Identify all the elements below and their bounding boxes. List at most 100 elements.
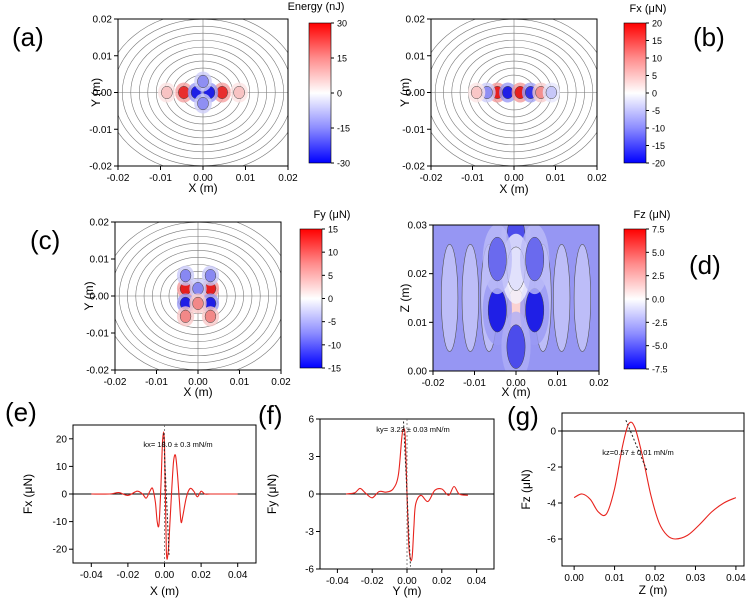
x-tick-label: -0.02 bbox=[361, 576, 384, 587]
heatmap-lobe bbox=[192, 282, 204, 296]
x-tick-label: 0.01 bbox=[230, 377, 250, 388]
panel-letter-b: (b) bbox=[693, 22, 725, 52]
heatmap-panel-d: -0.02 -0.01 0.00 0.01 0.020.030.020.010.00X … bbox=[398, 209, 671, 399]
y-tick-label: -0.01 bbox=[86, 329, 109, 340]
panel-letter-e: (e) bbox=[5, 397, 37, 427]
x-tick-label: 0.01 bbox=[546, 173, 566, 184]
heatmap-lobe bbox=[506, 324, 526, 369]
colorbar-title: Fz (μN) bbox=[634, 209, 671, 221]
y-tick-label: -6 bbox=[305, 565, 314, 576]
colorbar-tick-label: 7.5 bbox=[652, 225, 665, 235]
x-tick-label: -0.02 bbox=[104, 377, 127, 388]
panel-letter-a: (a) bbox=[12, 22, 44, 52]
colorbar bbox=[623, 22, 647, 164]
plot-frame bbox=[561, 412, 745, 567]
x-tick-label: -0.02 bbox=[107, 173, 130, 184]
y-axis-label: Y (m) bbox=[82, 281, 96, 310]
x-axis-label: X (m) bbox=[183, 385, 212, 399]
contour-column bbox=[441, 244, 459, 352]
x-tick-label: 0.00 bbox=[193, 173, 213, 184]
x-tick-label: 0.00 bbox=[155, 570, 175, 581]
y-tick-label: -20 bbox=[53, 545, 68, 556]
y-tick-label: -6 bbox=[547, 535, 556, 546]
y-tick-label: 20 bbox=[56, 434, 68, 445]
plot-area bbox=[73, 425, 256, 563]
y-tick-label: -3 bbox=[305, 527, 314, 538]
x-tick-label: 0.00 bbox=[504, 173, 524, 184]
x-tick-label: 0.04 bbox=[467, 576, 487, 587]
x-axis-label: Z (m) bbox=[639, 583, 668, 597]
x-tick-label: -0.02 bbox=[117, 570, 140, 581]
y-tick-label: 0.00 bbox=[90, 292, 110, 303]
y-tick-label: -10 bbox=[53, 517, 68, 528]
y-tick-label: -0.02 bbox=[86, 366, 109, 377]
heatmap-lobe bbox=[179, 269, 192, 283]
panel-letter-f: (f) bbox=[258, 400, 283, 430]
plot-area bbox=[562, 420, 744, 540]
heatmap-lobe bbox=[204, 309, 217, 323]
colorbar-tick-label: -15 bbox=[652, 141, 665, 151]
line-panel-g: 0.00 0.01 0.02 0.03 0.04 0 -2 -4 -6 Z (m) Fz (μN) k… bbox=[519, 412, 746, 597]
colorbar-tick-label: 0 bbox=[328, 294, 333, 304]
x-tick-label: 0.02 bbox=[191, 570, 211, 581]
line-panel-f: -0.04 -0.02 0.00 0.02 0.04 6 3 0 -3 -6 Y (m) Fy (μN… bbox=[265, 415, 495, 598]
colorbar-tick-label: 10 bbox=[652, 54, 662, 64]
panel-letter-c: (c) bbox=[30, 225, 60, 255]
y-tick-label: -4 bbox=[547, 499, 556, 510]
x-tick-label: 0.00 bbox=[188, 377, 208, 388]
x-tick-label: -0.01 bbox=[461, 173, 484, 184]
plot-area bbox=[320, 419, 494, 569]
x-tick-label: 0.00 bbox=[564, 573, 584, 584]
x-axis-label: X (m) bbox=[188, 181, 217, 195]
heatmap-lobe bbox=[178, 86, 190, 99]
y-tick-label: -0.02 bbox=[402, 162, 425, 173]
colorbar bbox=[299, 228, 323, 369]
colorbar-tick-label: -10 bbox=[652, 124, 665, 134]
x-tick-label: 0.02 bbox=[432, 576, 452, 587]
heatmap-lobe bbox=[216, 86, 228, 99]
y-axis-label: Y (m) bbox=[89, 78, 103, 107]
y-tick-label: -0.01 bbox=[89, 125, 112, 136]
colorbar-tick-label: 15 bbox=[328, 225, 338, 235]
colorbar-tick-label: 20 bbox=[652, 19, 662, 29]
heatmap-lobe bbox=[525, 236, 545, 282]
colorbar-tick-label: -2.5 bbox=[652, 318, 668, 328]
heatmap-lobe bbox=[487, 236, 507, 282]
x-tick-label: 0.02 bbox=[271, 377, 291, 388]
colorbar-tick-label: 5 bbox=[328, 271, 333, 281]
colorbar-tick-label: -5.0 bbox=[652, 341, 668, 351]
linear-fit-line bbox=[163, 433, 170, 555]
colorbar-tick-label: -15 bbox=[328, 364, 341, 374]
heatmap-field bbox=[115, 222, 281, 370]
colorbar-tick-label: -30 bbox=[337, 159, 350, 169]
panel-letter-d: (d) bbox=[689, 250, 721, 280]
heatmap-field bbox=[441, 225, 592, 371]
linear-fit-line bbox=[625, 420, 648, 471]
y-tick-label: 0.01 bbox=[406, 51, 426, 62]
y-axis-label: Fy (μN) bbox=[265, 474, 279, 514]
x-tick-label: 0.04 bbox=[228, 570, 248, 581]
y-tick-label: 0 bbox=[61, 490, 67, 501]
colorbar-title: Energy (nJ) bbox=[288, 1, 345, 13]
colorbar-title: Fy (μN) bbox=[314, 209, 351, 221]
linear-fit-line bbox=[403, 421, 411, 567]
x-tick-label: 0.02 bbox=[589, 378, 609, 389]
heatmap-lobe bbox=[161, 86, 173, 99]
y-tick-label: 0.01 bbox=[93, 51, 113, 62]
heatmap-lobe bbox=[197, 97, 209, 111]
y-tick-label: 0 bbox=[308, 490, 314, 501]
colorbar-tick-label: 2.5 bbox=[652, 271, 665, 281]
y-tick-label: 10 bbox=[56, 462, 68, 473]
colorbar-tick-label: -20 bbox=[652, 159, 665, 169]
x-tick-label: -0.01 bbox=[149, 173, 172, 184]
y-tick-label: 0.01 bbox=[90, 255, 110, 266]
x-tick-label: -0.01 bbox=[145, 377, 168, 388]
y-tick-label: -0.02 bbox=[89, 162, 112, 173]
y-tick-label: 0.00 bbox=[408, 367, 428, 378]
contour-column bbox=[461, 244, 479, 352]
y-axis-label: Y (m) bbox=[398, 78, 412, 107]
y-axis-label: Z (m) bbox=[398, 284, 412, 313]
colorbar-tick-label: 15 bbox=[337, 54, 347, 64]
